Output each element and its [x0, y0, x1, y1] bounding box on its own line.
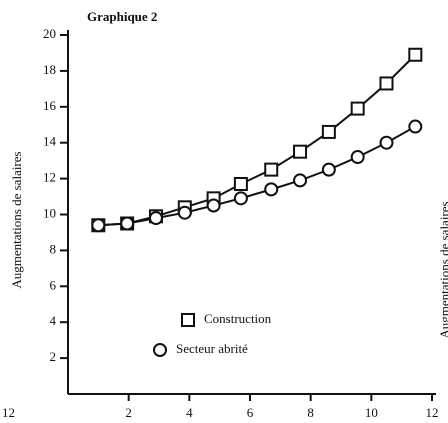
- y-tick-label: 20: [43, 26, 56, 41]
- data-point: [177, 205, 192, 220]
- y-tick-label: 4: [50, 313, 57, 328]
- y-tick-label: 10: [43, 205, 56, 220]
- x-tick-label: 10: [365, 405, 378, 420]
- data-point: [148, 211, 163, 226]
- data-point: [264, 182, 279, 197]
- x-tick-label: 6: [247, 405, 254, 420]
- y-tick-label: 8: [50, 241, 57, 256]
- data-point: [293, 173, 308, 188]
- data-point: [233, 191, 248, 206]
- data-point: [293, 144, 308, 159]
- data-point: [264, 162, 279, 177]
- legend-marker: [153, 343, 167, 357]
- y-tick-label: 16: [43, 98, 57, 113]
- data-point: [206, 198, 221, 213]
- data-point: [379, 76, 394, 91]
- data-point: [379, 135, 394, 150]
- chart-title: Graphique 2: [87, 9, 157, 24]
- legend-marker: [181, 313, 195, 327]
- fragment-label: Augmentations de salaires: [437, 201, 448, 338]
- y-tick-label: 2: [50, 349, 57, 364]
- data-point: [350, 101, 365, 116]
- data-point: [408, 119, 423, 134]
- series-line: [98, 54, 417, 227]
- x-tick-label: 8: [307, 405, 314, 420]
- data-point: [120, 216, 135, 231]
- y-tick-label: 14: [43, 134, 57, 149]
- data-point: [233, 176, 248, 191]
- x-tick-label: 4: [186, 405, 193, 420]
- data-point: [408, 47, 423, 62]
- legend-label: Construction: [204, 311, 272, 326]
- x-tick-label: 2: [125, 405, 132, 420]
- data-point: [91, 218, 106, 233]
- data-point: [350, 150, 365, 165]
- fragment-label: 12: [2, 405, 15, 420]
- data-point: [321, 162, 336, 177]
- legend-label: Secteur abrité: [176, 341, 248, 356]
- y-tick-label: 6: [50, 277, 57, 292]
- y-axis-label: Augmentations de salaires: [9, 151, 24, 288]
- data-point: [321, 124, 336, 139]
- x-tick-label: 12: [426, 405, 439, 420]
- y-tick-label: 12: [43, 170, 56, 185]
- y-tick-label: 18: [43, 62, 56, 77]
